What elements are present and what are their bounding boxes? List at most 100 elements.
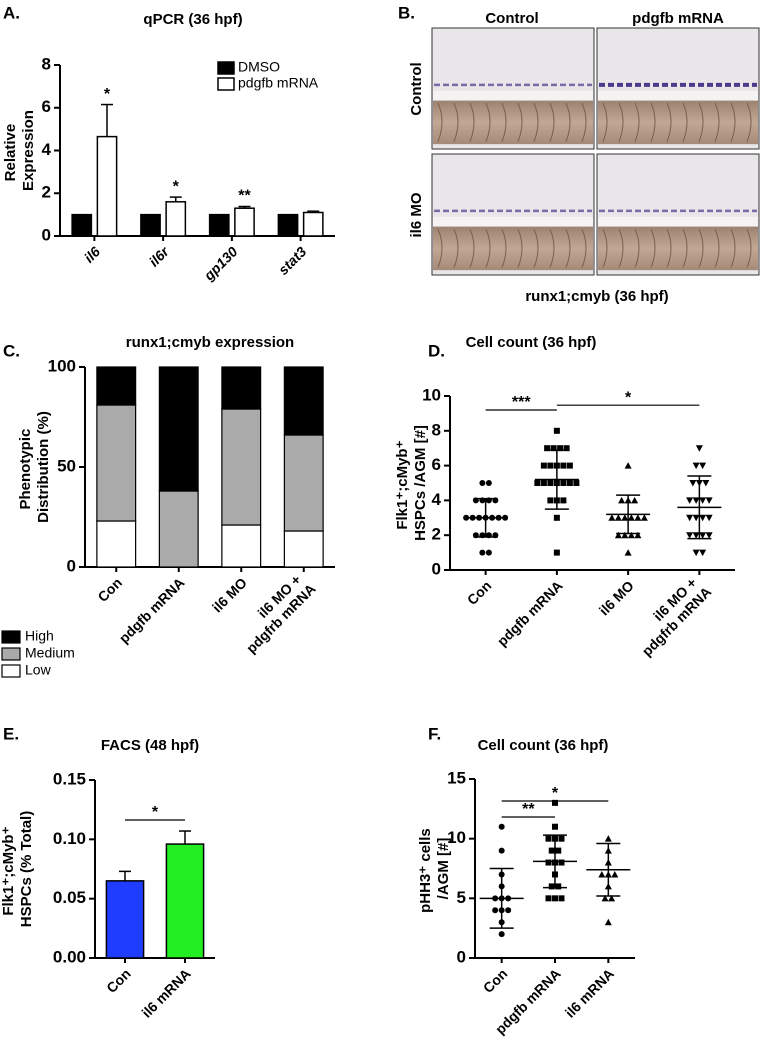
bar [277,213,299,237]
data-point [558,835,565,842]
chart-title: Cell count (36 hpf) [466,334,597,351]
chart-title: runx1;cmyb expression [126,334,294,351]
x-tick-label: il6 mRNA [138,965,193,1020]
chart-title: FACS (48 hpf) [101,737,199,754]
x-tick-label: gp130 [200,243,241,284]
data-point [548,847,555,854]
y-tick-label: 50 [57,456,76,475]
micrograph-texture [469,228,475,268]
legend-label: High [25,628,54,644]
x-tick-label: Con [94,574,125,605]
data-point [547,497,554,504]
data-point [498,847,505,854]
panel-label: F. [428,724,441,743]
legend-swatch [217,61,235,75]
data-point [686,497,694,504]
micrograph-texture [565,228,571,268]
data-point [550,445,557,452]
x-tick-label: il6 MO [209,574,250,615]
micrograph-band [598,90,758,101]
legend-label: DMSO [238,59,280,75]
bar [165,843,205,959]
bar [96,135,118,237]
y-tick-label: 10 [447,828,466,847]
x-tick-label: pdgfb mRNA [494,577,566,649]
micrograph-band [598,216,758,227]
micrograph-texture [730,228,736,268]
y-tick-label: 4 [42,140,52,159]
data-point [573,480,580,486]
micrograph-texture [549,228,555,268]
y-tick-label: 0 [67,556,76,575]
y-axis-label: Phenotypic Distribution (%) [17,411,52,523]
legend-swatch [1,664,21,678]
data-point [627,514,635,521]
significance-label: * [552,785,559,802]
data-point [557,445,564,452]
micrograph-texture [602,228,608,268]
y-tick-label: 0 [432,559,441,578]
data-point [640,514,648,521]
y-tick-label: 0 [457,947,466,966]
micrograph-texture [746,102,752,142]
y-tick-label: 0.15 [53,769,86,788]
micrograph-texture [634,102,640,142]
data-point [558,895,565,902]
data-point [547,480,554,486]
data-point [705,514,713,522]
micrograph-texture [650,228,656,268]
micrograph-texture [469,102,475,142]
significance-label: * [625,389,632,406]
significance-label: * [104,86,111,103]
micrograph-texture [714,228,720,268]
micrograph-texture [533,228,539,268]
micrograph-texture [533,102,539,142]
legend-label: pdgfb mRNA [238,75,319,91]
x-tick-label: il6r [146,242,173,269]
panel-label: C. [3,341,20,360]
chart-title: Cell count (36 hpf) [478,737,609,754]
data-point [485,549,492,556]
legend-swatch [1,647,21,661]
data-point [545,835,552,842]
x-tick-label: il6 [81,243,103,265]
data-point [498,931,505,938]
micrograph-texture [666,102,672,142]
x-tick-label: Con [464,577,495,608]
micrograph-texture [565,102,571,142]
panel-label: E. [3,724,19,743]
micrograph-texture [698,228,704,268]
y-tick-label: 0.00 [53,947,86,966]
data-point [631,496,639,504]
data-point [634,514,642,521]
data-point [540,480,547,486]
significance-label: ** [522,801,535,818]
data-point [555,847,562,854]
bar-segment [221,366,262,410]
micrograph-texture [549,102,555,142]
micrograph-band [433,90,593,101]
bar-segment [158,366,199,492]
panel-label: D. [428,341,445,360]
data-point [492,907,499,914]
micrograph-texture [581,102,587,142]
row-label: Control [408,62,425,115]
micrograph-texture [581,228,587,268]
data-point [699,549,707,557]
y-tick-label: 4 [432,490,442,509]
data-point [534,480,541,486]
micrograph-tissue [598,226,758,271]
y-axis-label: Relative Expression [2,110,37,191]
legend-swatch [1,630,21,644]
data-point [604,835,612,842]
micrograph-texture [453,102,459,142]
data-point [634,531,642,539]
legend-label: Medium [25,645,75,661]
data-point [624,549,632,556]
data-point [566,462,573,469]
data-point [545,895,552,902]
x-tick-label: stat3 [275,243,310,278]
y-tick-label: 2 [432,525,441,544]
data-point [555,883,562,890]
legend-label: Low [25,662,52,678]
